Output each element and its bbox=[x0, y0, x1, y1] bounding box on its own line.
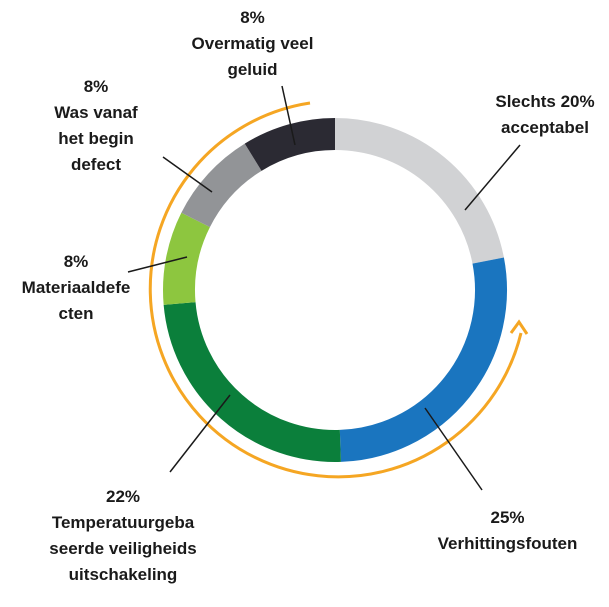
leader-line bbox=[424, 407, 483, 491]
arrow-arc bbox=[148, 101, 523, 479]
value-label: 8% bbox=[63, 252, 89, 271]
category-label: Temperatuurgebaseerde veiligheidsuitscha… bbox=[49, 513, 197, 584]
leader-line bbox=[464, 144, 521, 211]
label: 8% Materiaaldefecten bbox=[20, 249, 132, 327]
donut-segment bbox=[244, 118, 336, 172]
donut-segment bbox=[181, 143, 262, 228]
value-label: Slechts 20% bbox=[495, 92, 595, 111]
label: 25% Verhittingsfouten bbox=[410, 505, 605, 557]
donut-segment bbox=[339, 257, 507, 462]
label: 8% Was vanaf het begin defect bbox=[40, 74, 152, 178]
leader-lines bbox=[127, 85, 521, 491]
category-label: Verhittingsfouten bbox=[437, 534, 578, 553]
category-label: Overmatig veel geluid bbox=[191, 34, 314, 79]
label: 22% Temperatuurgebaseerde veiligheidsuit… bbox=[48, 484, 198, 588]
donut-segment bbox=[163, 212, 211, 305]
leader-line bbox=[281, 85, 296, 146]
category-label: acceptabel bbox=[501, 118, 589, 137]
value-label: 8% bbox=[83, 77, 109, 96]
donut-segment bbox=[334, 118, 504, 264]
value-label: 8% bbox=[240, 8, 265, 27]
value-label: 22% bbox=[105, 487, 141, 506]
leader-line bbox=[127, 256, 188, 273]
label: 8% Overmatig veel geluid bbox=[165, 5, 340, 83]
leader-line bbox=[162, 156, 213, 193]
category-label: Was vanaf het begin defect bbox=[54, 103, 138, 174]
leader-line bbox=[169, 394, 231, 473]
arrow-head bbox=[509, 319, 529, 335]
category-label: Materiaaldefecten bbox=[21, 278, 131, 323]
label: Slechts 20% acceptabel bbox=[465, 89, 609, 141]
donut-segment bbox=[163, 301, 341, 462]
ring bbox=[163, 118, 507, 462]
value-label: 25% bbox=[490, 508, 525, 527]
